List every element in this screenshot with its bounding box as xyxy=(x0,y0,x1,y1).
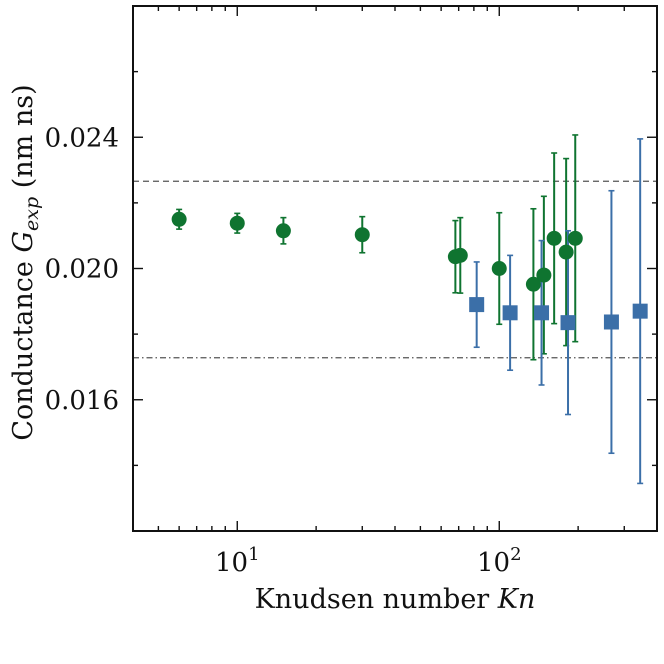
data-point-circle xyxy=(354,227,370,243)
data-point-circle xyxy=(229,215,245,231)
error-bars xyxy=(176,134,644,485)
data-point-circle xyxy=(525,276,541,292)
data-point-square xyxy=(603,314,619,330)
y-tick-label: 0.024 xyxy=(45,123,119,153)
data-point-circle xyxy=(491,261,507,276)
data-point-circle xyxy=(171,211,187,227)
data-point-circle xyxy=(536,267,552,283)
data-point-circle xyxy=(275,223,291,239)
data-point-square xyxy=(632,303,648,319)
data-point-square xyxy=(560,315,576,331)
data-point-circle xyxy=(452,247,468,263)
x-axis-label: Knudsen number Kn xyxy=(255,584,536,615)
y-axis-label: Conductance Gexp (nm ns) xyxy=(8,84,43,440)
data-point-square xyxy=(534,305,550,321)
data-point-square xyxy=(469,297,485,313)
data-point-circle xyxy=(558,244,574,260)
data-point-circle xyxy=(546,230,562,246)
axis-ticks xyxy=(133,6,657,531)
data-point-square xyxy=(502,305,518,321)
plot-frame xyxy=(132,5,658,532)
y-tick-label: 0.020 xyxy=(45,255,119,285)
tick-labels: 101 102 0.016 0.020 0.024 xyxy=(45,123,522,578)
reference-lines xyxy=(133,180,657,359)
data-point-circle xyxy=(567,230,583,246)
x-tick-label: 101 xyxy=(215,544,260,578)
x-tick-label: 102 xyxy=(477,544,522,578)
y-tick-label: 0.016 xyxy=(45,386,119,416)
data-markers xyxy=(171,211,648,331)
